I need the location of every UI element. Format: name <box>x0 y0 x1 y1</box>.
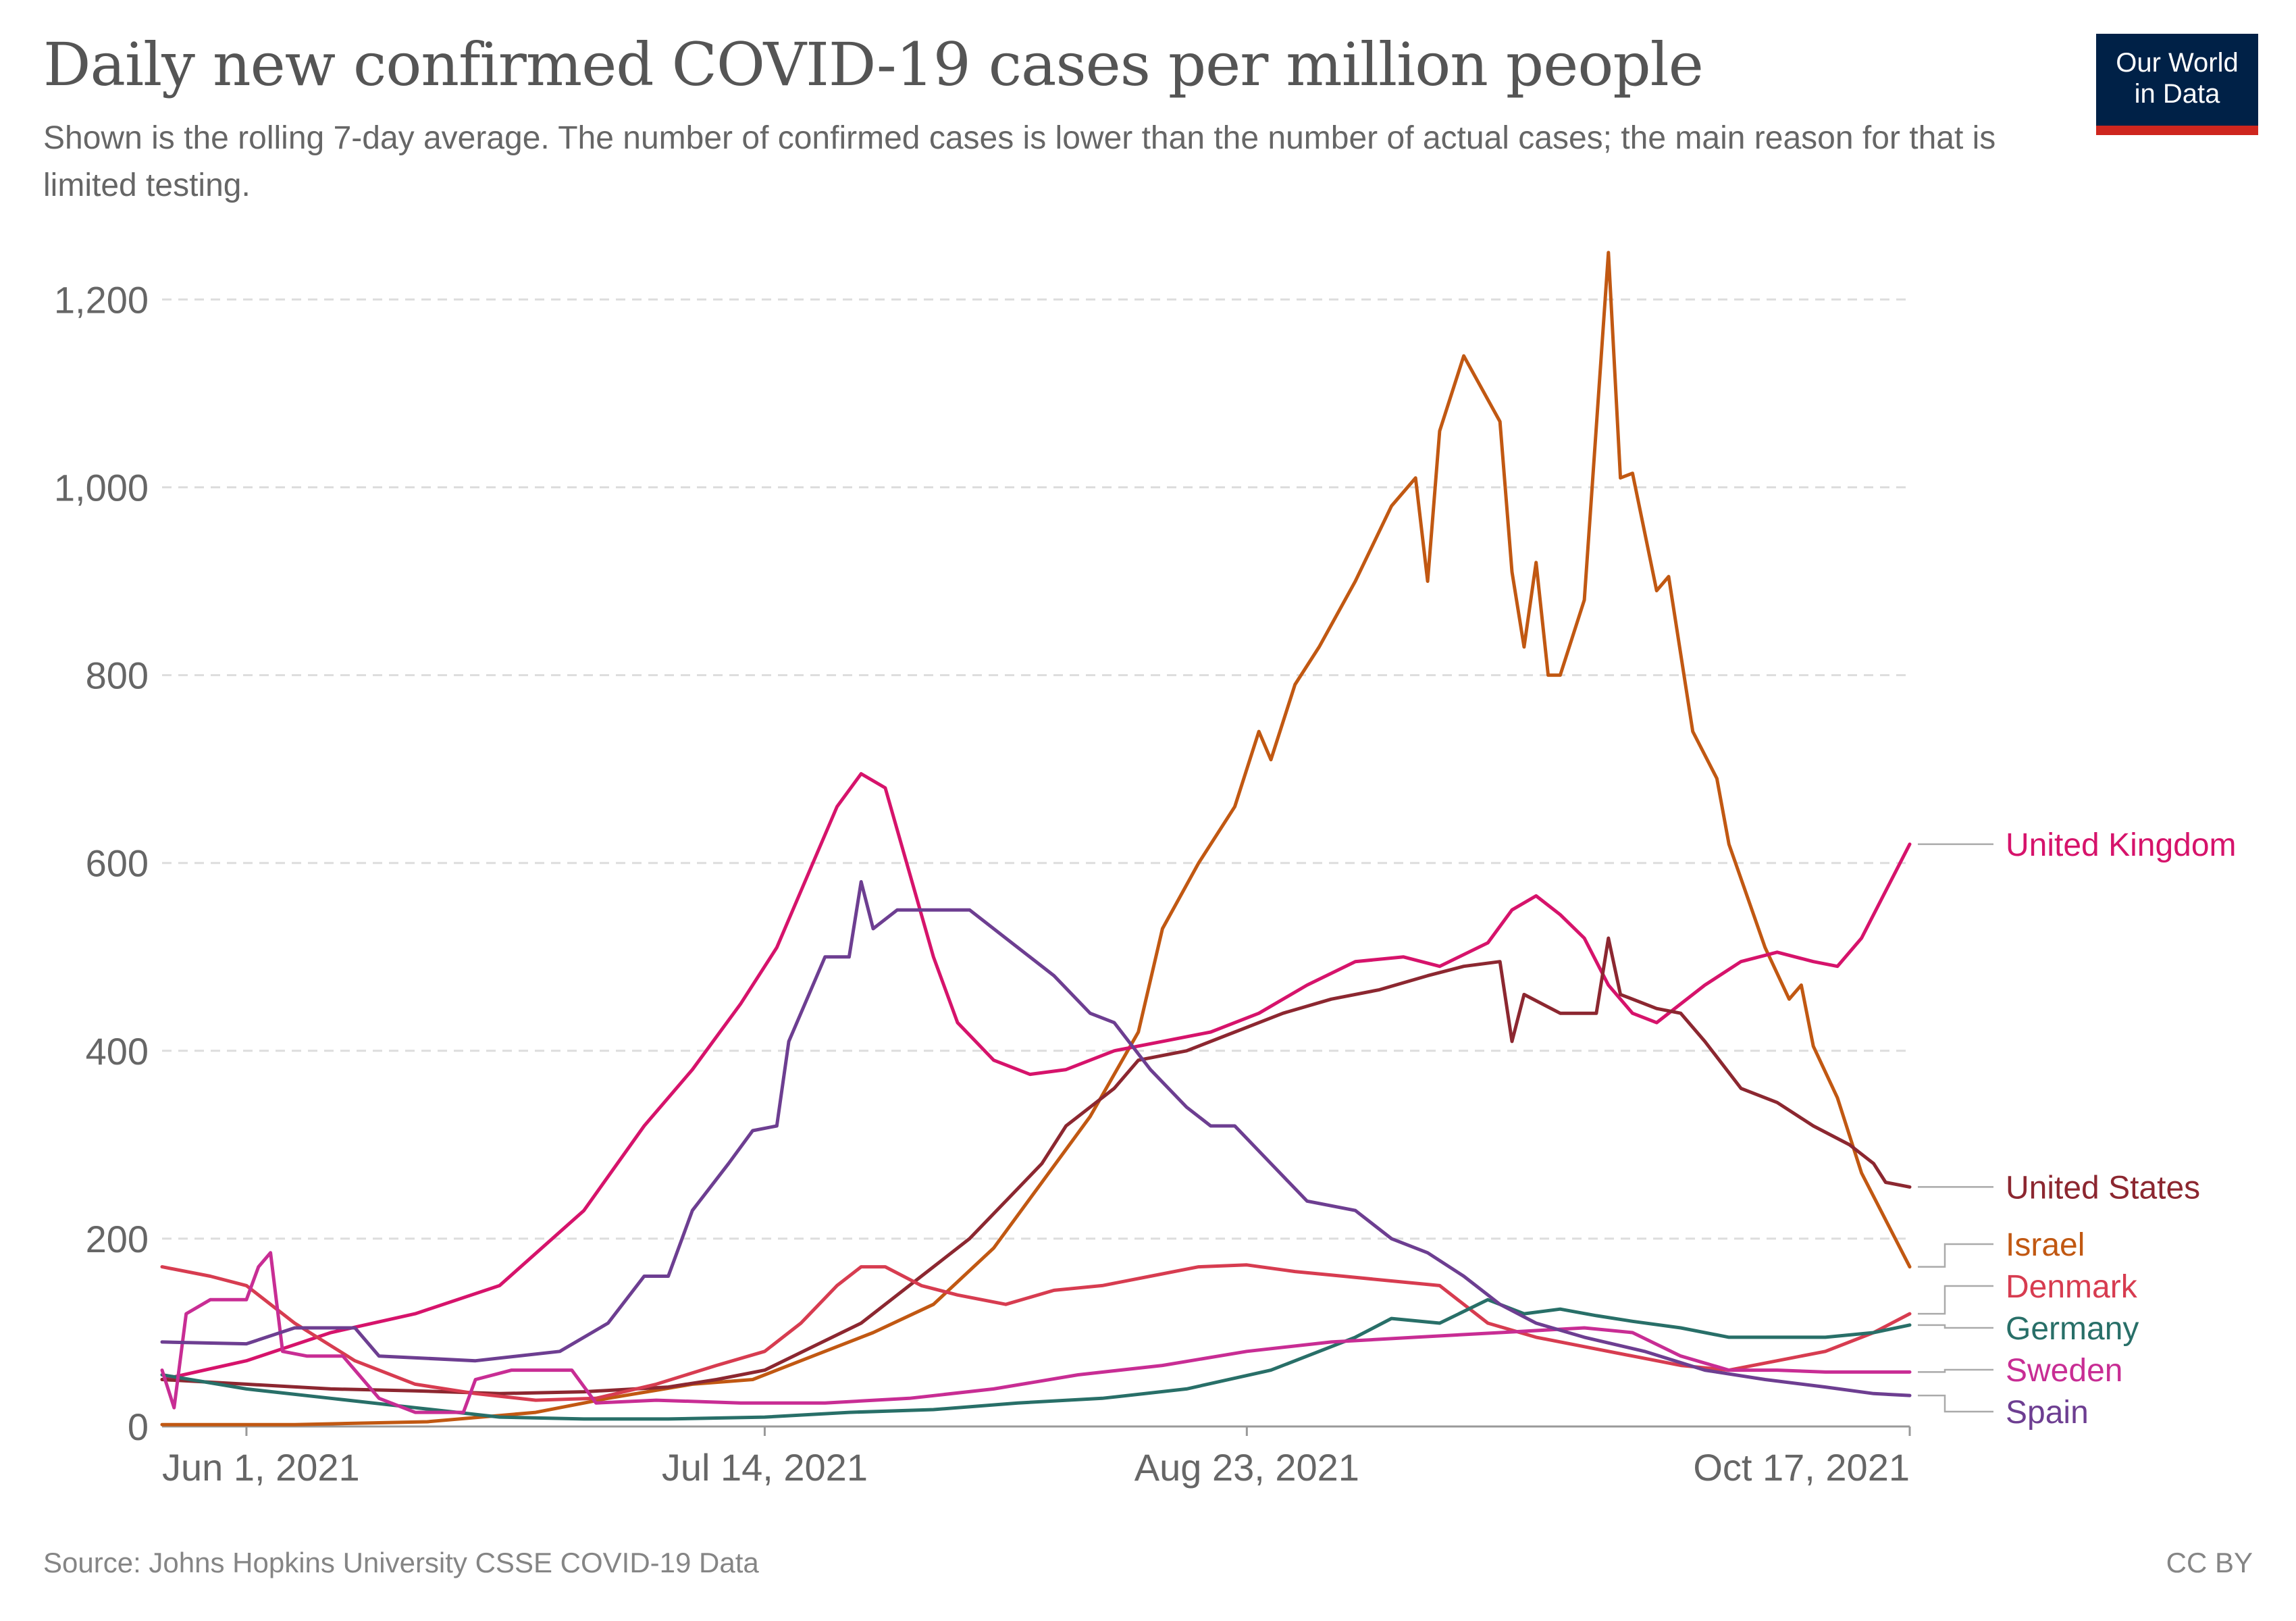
source-note[interactable]: Source: Johns Hopkins University CSSE CO… <box>43 1547 759 1578</box>
x-tick-label: Jul 14, 2021 <box>662 1446 868 1489</box>
logo-line-1: Our World <box>2116 48 2239 78</box>
y-tick-label: 0 <box>128 1406 149 1448</box>
series-label-israel[interactable]: Israel <box>2006 1227 2085 1263</box>
series-line-united-kingdom[interactable] <box>160 772 1912 1381</box>
series-line-sweden[interactable] <box>160 1251 1912 1414</box>
y-axis-ticks: 0 200 400 600 800 1,000 1,200 <box>54 278 149 1448</box>
series-label-germany[interactable]: Germany <box>2006 1311 2139 1347</box>
series-label-denmark[interactable]: Denmark <box>2006 1269 2138 1305</box>
series-label-united-kingdom[interactable]: United Kingdom <box>2006 827 2237 863</box>
y-tick-label: 1,200 <box>54 278 149 321</box>
label-connector-germany <box>1918 1324 1993 1329</box>
label-connector-sweden <box>1918 1368 1993 1373</box>
chart-subtitle: Shown is the rolling 7-day average. The … <box>43 120 1996 203</box>
chart-title: Daily new confirmed COVID-19 cases per m… <box>43 30 1704 99</box>
label-connector-israel <box>1918 1243 1993 1268</box>
x-axis: Jun 1, 2021 Jul 14, 2021 Aug 23, 2021 Oct 1… <box>162 1425 1911 1489</box>
owid-logo[interactable]: Our World in Data <box>2096 34 2258 135</box>
logo-line-2: in Data <box>2134 79 2220 109</box>
series-line-spain[interactable] <box>160 880 1912 1397</box>
series-line-denmark[interactable] <box>160 1263 1912 1402</box>
x-tick-label: Oct 17, 2021 <box>1693 1446 1910 1489</box>
y-tick-label: 600 <box>86 842 149 885</box>
series-line-united-states[interactable] <box>160 936 1912 1395</box>
x-tick-label: Jun 1, 2021 <box>162 1446 360 1489</box>
line-labels: United Kingdom United States Israel Denmark… <box>1918 827 2237 1431</box>
label-connector-spain <box>1918 1394 1993 1413</box>
series-label-united-states[interactable]: United States <box>2006 1170 2200 1206</box>
series-lines <box>160 251 1912 1426</box>
gridlines <box>162 298 1910 1240</box>
y-tick-label: 1,000 <box>54 467 149 509</box>
series-label-spain[interactable]: Spain <box>2006 1395 2089 1431</box>
y-tick-label: 800 <box>86 654 149 697</box>
label-connector-denmark <box>1918 1285 1993 1315</box>
series-line-israel[interactable] <box>160 251 1912 1426</box>
license-link[interactable]: CC BY <box>2166 1547 2253 1578</box>
x-tick-label: Aug 23, 2021 <box>1134 1446 1359 1489</box>
y-tick-label: 200 <box>86 1218 149 1260</box>
series-label-sweden[interactable]: Sweden <box>2006 1353 2122 1389</box>
series-line-germany[interactable] <box>160 1297 1912 1421</box>
y-tick-label: 400 <box>86 1030 149 1073</box>
